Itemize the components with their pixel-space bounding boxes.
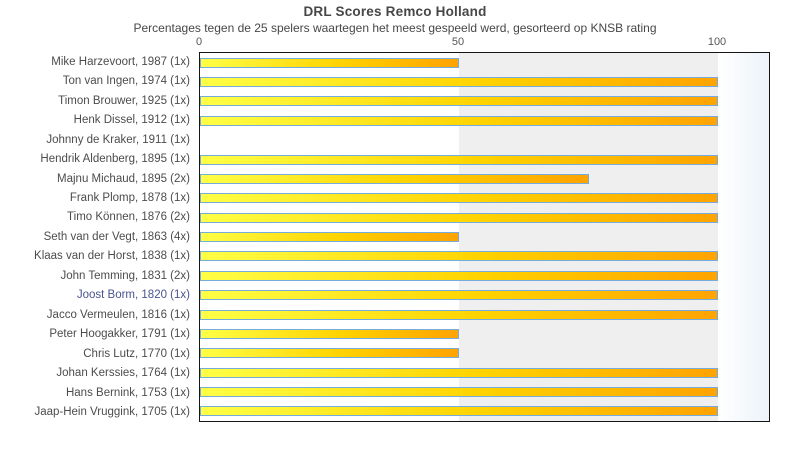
bar	[200, 367, 718, 378]
x-axis-tick-label: 0	[195, 36, 203, 48]
bar	[200, 348, 459, 359]
y-axis-label: Jaap-Hein Vruggink, 1705 (1x)	[34, 406, 190, 419]
y-axis-label-row: Jacco Vermeulen, 1816 (1x)	[0, 305, 190, 324]
y-axis-label-row: Ton van Ingen, 1974 (1x)	[0, 71, 190, 90]
chart-row	[200, 324, 769, 343]
y-axis-label-row: Johan Kerssies, 1764 (1x)	[0, 364, 190, 383]
y-axis-label: Peter Hoogakker, 1791 (1x)	[49, 328, 190, 341]
y-axis-label: Klaas van der Horst, 1838 (1x)	[34, 250, 190, 263]
chart-row	[200, 208, 769, 227]
y-axis-label: Timo Können, 1876 (2x)	[67, 211, 190, 224]
chart-row	[200, 72, 769, 91]
y-axis-label: Mike Harzevoort, 1987 (1x)	[51, 55, 190, 68]
bar	[200, 96, 718, 107]
y-axis-label-row: Jaap-Hein Vruggink, 1705 (1x)	[0, 402, 190, 421]
bar	[200, 173, 589, 184]
chart-row	[200, 111, 769, 130]
bar	[200, 251, 718, 262]
plot-area	[199, 52, 770, 422]
y-axis-label: Chris Lutz, 1770 (1x)	[83, 347, 190, 360]
y-axis-label-row: John Temming, 1831 (2x)	[0, 266, 190, 285]
bar	[200, 77, 718, 88]
y-axis-label: Johan Kerssies, 1764 (1x)	[56, 367, 190, 380]
bar	[200, 115, 718, 126]
bar	[200, 290, 718, 301]
chart-row	[200, 363, 769, 382]
y-axis-label-row: Johnny de Kraker, 1911 (1x)	[0, 130, 190, 149]
y-axis-label-row: Henk Dissel, 1912 (1x)	[0, 110, 190, 129]
y-axis-label-row: Mike Harzevoort, 1987 (1x)	[0, 52, 190, 71]
y-axis-label-row: Frank Plomp, 1878 (1x)	[0, 188, 190, 207]
y-axis-label-row: Seth van der Vegt, 1863 (4x)	[0, 227, 190, 246]
x-axis-tick-label: 100	[707, 36, 727, 48]
bar	[200, 309, 718, 320]
y-axis-label-row: Timo Können, 1876 (2x)	[0, 208, 190, 227]
chart-row	[200, 227, 769, 246]
bar	[200, 232, 459, 243]
y-axis-label-row: Hans Bernink, 1753 (1x)	[0, 383, 190, 402]
y-axis-labels: Mike Harzevoort, 1987 (1x) Ton van Ingen,…	[0, 52, 190, 422]
x-axis-tick-label: 50	[451, 36, 465, 48]
chart-row	[200, 150, 769, 169]
chart-row	[200, 402, 769, 421]
y-axis-label: John Temming, 1831 (2x)	[60, 269, 190, 282]
chart-row	[200, 189, 769, 208]
bar	[200, 212, 718, 223]
y-axis-label-row: Majnu Michaud, 1895 (2x)	[0, 169, 190, 188]
y-axis-label-row: Chris Lutz, 1770 (1x)	[0, 344, 190, 363]
chart-row	[200, 382, 769, 401]
chart-row	[200, 247, 769, 266]
y-axis-label: Hendrik Aldenberg, 1895 (1x)	[40, 153, 190, 166]
bar	[200, 328, 459, 339]
y-axis-label: Hans Bernink, 1753 (1x)	[65, 386, 190, 399]
y-axis-label: Frank Plomp, 1878 (1x)	[69, 192, 190, 205]
y-axis-label-row: Klaas van der Horst, 1838 (1x)	[0, 247, 190, 266]
y-axis-label: Joost Borm, 1820 (1x)	[76, 289, 190, 302]
chart-row	[200, 266, 769, 285]
chart-row	[200, 344, 769, 363]
x-axis-tick-labels: 0 50 100	[0, 36, 790, 50]
chart-row	[200, 131, 769, 150]
y-axis-label: Majnu Michaud, 1895 (2x)	[57, 172, 190, 185]
chart-row	[200, 92, 769, 111]
bar	[200, 57, 459, 68]
y-axis-label-row: Peter Hoogakker, 1791 (1x)	[0, 325, 190, 344]
y-axis-label-row: Joost Borm, 1820 (1x)	[0, 286, 190, 305]
chart-row	[200, 169, 769, 188]
y-axis-label: Ton van Ingen, 1974 (1x)	[62, 75, 190, 88]
chart-row	[200, 305, 769, 324]
bar	[200, 270, 718, 281]
bar	[200, 387, 718, 398]
y-axis-label-row: Hendrik Aldenberg, 1895 (1x)	[0, 149, 190, 168]
y-axis-label: Seth van der Vegt, 1863 (4x)	[43, 230, 190, 243]
y-axis-label: Timon Brouwer, 1925 (1x)	[58, 94, 190, 107]
y-axis-label-row: Timon Brouwer, 1925 (1x)	[0, 91, 190, 110]
chart-row	[200, 53, 769, 72]
chart-title: DRL Scores Remco Holland	[303, 4, 487, 19]
y-axis-label: Johnny de Kraker, 1911 (1x)	[46, 133, 190, 146]
bar	[200, 193, 718, 204]
y-axis-label: Jacco Vermeulen, 1816 (1x)	[46, 308, 190, 321]
chart-subtitle: Percentages tegen de 25 spelers waartege…	[133, 21, 657, 35]
y-axis-label: Henk Dissel, 1912 (1x)	[73, 114, 190, 127]
chart-row	[200, 286, 769, 305]
bar	[200, 154, 718, 165]
bar	[200, 406, 718, 417]
